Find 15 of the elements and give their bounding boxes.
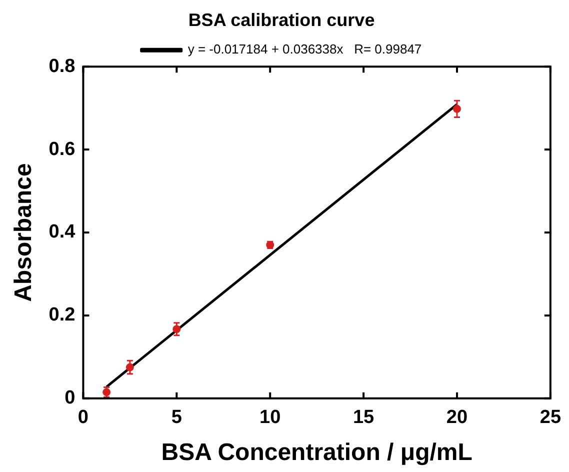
y-axis-title: Absorbance [10,163,38,302]
chart-title: BSA calibration curve [188,10,375,30]
x-tick-label: 5 [171,407,182,428]
y-tick-label: 0.8 [48,56,76,77]
y-tick-label: 0 [64,388,76,409]
x-tick-label: 0 [78,407,88,428]
x-tick-label: 10 [260,407,281,428]
y-tick-label: 0.4 [48,222,76,243]
y-tick-label: 0.2 [48,304,76,326]
x-tick-label: 15 [352,407,375,428]
x-tick-label: 25 [540,407,562,428]
x-axis-title: BSA Concentration / μg/mL [161,439,472,466]
x-tick-label: 20 [446,407,468,428]
y-tick-label: 0.6 [48,138,76,160]
legend-label: y = -0.017184 + 0.036338x R= 0.99847 [188,42,422,57]
